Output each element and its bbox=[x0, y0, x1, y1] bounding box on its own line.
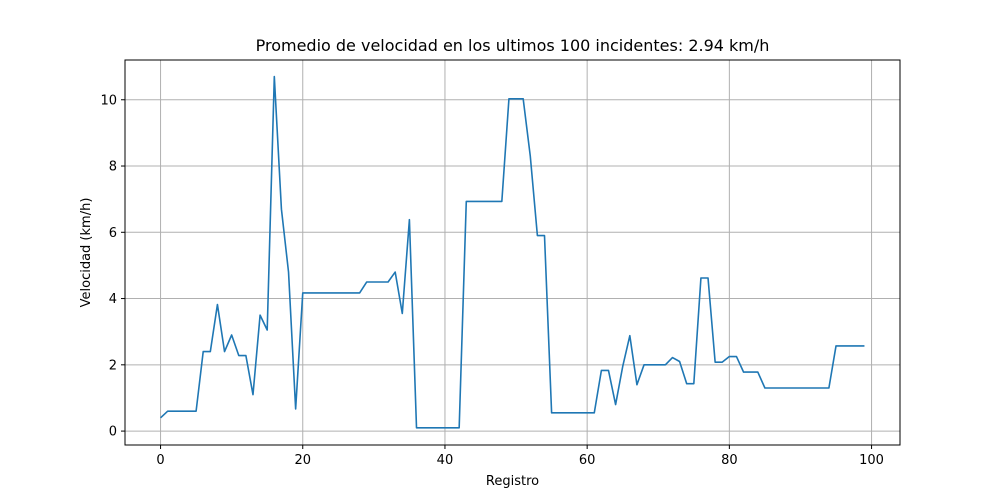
x-tick-label: 80 bbox=[721, 453, 738, 468]
x-axis-label: Registro bbox=[486, 474, 539, 489]
x-tick-label: 100 bbox=[859, 453, 884, 468]
axis-ticks: 0 20 40 60 80 100 0 2 4 6 8 10 bbox=[100, 93, 884, 468]
speed-series-line bbox=[160, 75, 865, 429]
y-tick-label: 8 bbox=[109, 160, 117, 175]
x-tick-label: 40 bbox=[437, 453, 454, 468]
x-tick-label: 0 bbox=[156, 453, 164, 468]
x-tick-label: 60 bbox=[579, 453, 596, 468]
y-tick-label: 4 bbox=[109, 292, 117, 307]
y-tick-label: 10 bbox=[100, 93, 117, 108]
chart-title: Promedio de velocidad en los ultimos 100… bbox=[256, 36, 770, 55]
y-axis-label: Velocidad (km/h) bbox=[79, 198, 94, 308]
y-tick-label: 0 bbox=[109, 425, 117, 440]
grid bbox=[125, 60, 900, 445]
y-tick-label: 6 bbox=[109, 226, 117, 241]
series-layer bbox=[160, 75, 865, 429]
y-tick-label: 2 bbox=[109, 358, 117, 373]
x-tick-label: 20 bbox=[294, 453, 311, 468]
plot-frame bbox=[124, 59, 901, 446]
